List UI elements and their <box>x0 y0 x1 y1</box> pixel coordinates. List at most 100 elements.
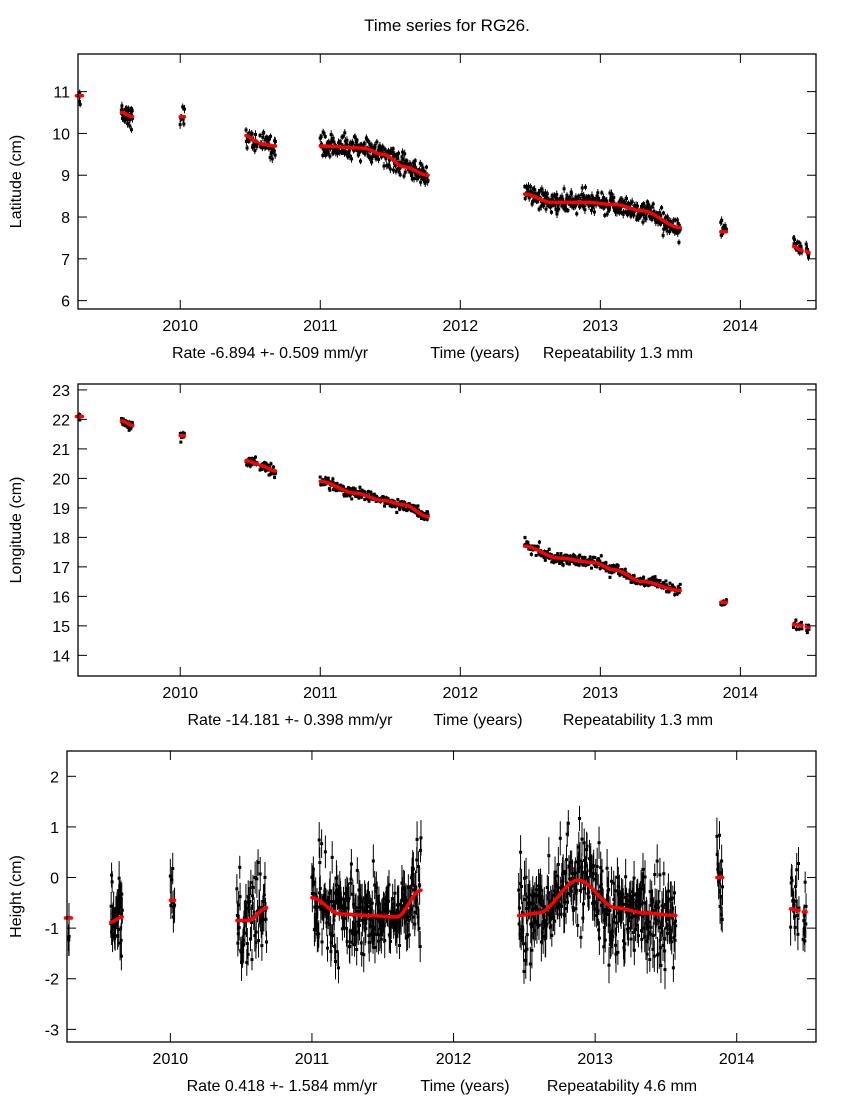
data-point <box>569 198 573 202</box>
data-point <box>333 960 337 964</box>
x-tick-label: 2011 <box>303 685 338 702</box>
data-point <box>260 917 264 921</box>
data-point <box>592 210 596 214</box>
data-point <box>647 577 651 581</box>
data-point <box>578 196 582 200</box>
data-point <box>360 952 364 956</box>
data-point <box>723 223 727 227</box>
data-point <box>576 563 580 567</box>
data-point <box>372 494 376 498</box>
data-point <box>346 155 350 159</box>
data-point <box>651 202 655 206</box>
data-point <box>424 165 428 169</box>
data-point <box>580 837 584 841</box>
data-point <box>526 541 530 545</box>
data-point <box>328 889 332 893</box>
data-point <box>355 869 359 873</box>
data-point <box>643 935 647 939</box>
data-point <box>589 208 593 212</box>
data-point <box>181 117 185 121</box>
data-point <box>419 180 423 184</box>
data-point <box>384 897 388 901</box>
data-point <box>261 900 265 904</box>
data-point <box>169 904 173 908</box>
data-point <box>261 135 265 139</box>
height-x-label: Time (years) <box>420 1078 509 1095</box>
data-point <box>543 558 547 562</box>
data-point <box>574 556 578 560</box>
data-point <box>327 923 331 927</box>
data-point <box>271 471 275 475</box>
data-point <box>411 509 415 513</box>
data-point <box>627 204 631 208</box>
data-point <box>635 581 639 585</box>
data-point <box>402 174 406 178</box>
data-point <box>631 931 635 935</box>
data-point <box>600 904 604 908</box>
data-point <box>400 155 404 159</box>
data-point <box>799 244 803 248</box>
data-point <box>270 150 274 154</box>
latitude-x-label: Time (years) <box>430 345 519 362</box>
data-point <box>388 925 392 929</box>
data-point <box>338 151 342 155</box>
data-point <box>560 558 564 562</box>
data-point <box>599 866 603 870</box>
data-point <box>719 895 723 899</box>
data-point <box>365 497 369 501</box>
data-point <box>397 505 401 509</box>
data-point <box>624 210 628 214</box>
data-point <box>598 566 602 570</box>
data-point <box>593 900 597 904</box>
data-point <box>372 927 376 931</box>
data-point <box>534 553 538 557</box>
data-point <box>635 215 639 219</box>
data-point <box>539 204 543 208</box>
data-point <box>549 911 553 915</box>
data-point <box>546 912 550 916</box>
data-point <box>411 867 415 871</box>
data-point <box>548 913 552 917</box>
data-point <box>410 907 414 911</box>
data-point <box>382 924 386 928</box>
data-point <box>598 559 602 563</box>
data-point <box>364 927 368 931</box>
data-point <box>669 936 673 940</box>
longitude-ticks: 2010 2011 2012 2013 2014 14 15 16 17 18 19 20 21 22 23 <box>52 383 816 702</box>
data-point <box>255 142 259 146</box>
data-point <box>262 893 266 897</box>
data-point <box>804 242 808 246</box>
data-point <box>622 948 626 952</box>
data-point <box>573 871 577 875</box>
data-point <box>375 932 379 936</box>
data-point <box>326 476 330 480</box>
data-point <box>613 915 617 919</box>
data-point <box>387 149 391 153</box>
data-point <box>624 910 628 914</box>
data-point <box>578 859 582 863</box>
y-tick-label: 23 <box>52 383 70 400</box>
data-point <box>561 563 565 567</box>
data-point <box>641 204 645 208</box>
data-point <box>344 152 348 156</box>
y-tick-label: 2 <box>50 769 59 786</box>
data-point <box>590 558 594 562</box>
data-point <box>247 906 251 910</box>
data-point <box>565 900 569 904</box>
data-point <box>403 507 407 511</box>
data-point <box>391 147 395 151</box>
data-point <box>629 894 633 898</box>
data-point <box>534 192 538 196</box>
data-point <box>549 198 553 202</box>
data-point <box>412 177 416 181</box>
data-point <box>398 507 402 511</box>
data-point <box>580 186 584 190</box>
data-point <box>524 875 528 879</box>
data-point <box>644 583 648 587</box>
data-point <box>796 932 800 936</box>
data-point <box>318 475 322 479</box>
data-point <box>557 903 561 907</box>
data-point <box>618 207 622 211</box>
data-point <box>651 576 655 580</box>
data-point <box>425 517 429 521</box>
